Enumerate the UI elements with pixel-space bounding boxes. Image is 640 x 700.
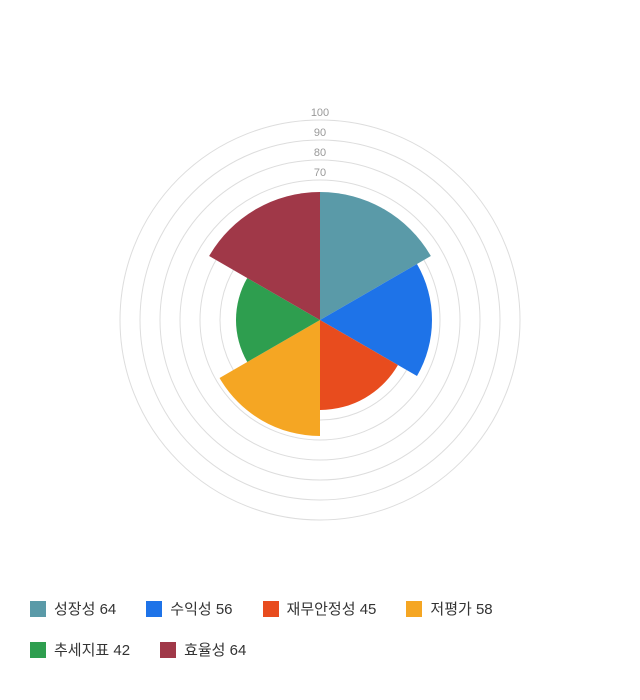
tick-label: 100 <box>311 107 329 119</box>
legend-label: 수익성 56 <box>170 598 232 619</box>
chart-legend: 성장성 64 수익성 56 재무안정성 45 저평가 58 추세지표 42 효율성 64 <box>30 598 610 660</box>
legend-item: 효율성 64 <box>160 639 246 660</box>
tick-label: 90 <box>314 127 326 139</box>
legend-label: 추세지표 42 <box>54 639 130 660</box>
legend-item: 성장성 64 <box>30 598 116 619</box>
legend-item: 재무안정성 45 <box>263 598 377 619</box>
legend-swatch <box>30 642 46 658</box>
legend-label: 재무안정성 45 <box>287 598 377 619</box>
legend-label: 성장성 64 <box>54 598 116 619</box>
legend-swatch <box>146 601 162 617</box>
legend-item: 저평가 58 <box>406 598 492 619</box>
legend-label: 저평가 58 <box>430 598 492 619</box>
tick-label: 80 <box>314 147 326 159</box>
legend-item: 추세지표 42 <box>30 639 130 660</box>
legend-label: 효율성 64 <box>184 639 246 660</box>
legend-swatch <box>160 642 176 658</box>
polar-chart: 70 80 90 100 <box>70 60 570 560</box>
legend-swatch <box>406 601 422 617</box>
legend-swatch <box>30 601 46 617</box>
legend-swatch <box>263 601 279 617</box>
legend-item: 수익성 56 <box>146 598 232 619</box>
tick-label: 70 <box>314 167 326 179</box>
